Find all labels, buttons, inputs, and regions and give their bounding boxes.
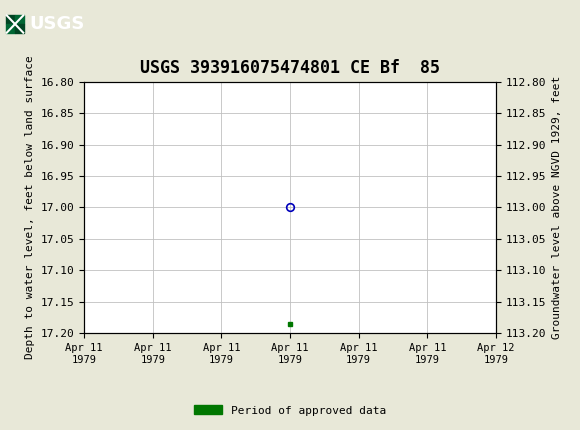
Bar	[15, 15, 24, 24]
Title: USGS 393916075474801 CE Bf  85: USGS 393916075474801 CE Bf 85	[140, 59, 440, 77]
Legend: Period of approved data: Period of approved data	[190, 401, 390, 420]
Text: USGS: USGS	[29, 15, 84, 33]
Y-axis label: Groundwater level above NGVD 1929, feet: Groundwater level above NGVD 1929, feet	[552, 76, 561, 339]
Y-axis label: Depth to water level, feet below land surface: Depth to water level, feet below land su…	[25, 55, 35, 359]
Bar	[15, 24, 24, 34]
Bar	[6, 15, 15, 24]
Bar	[6, 24, 15, 34]
